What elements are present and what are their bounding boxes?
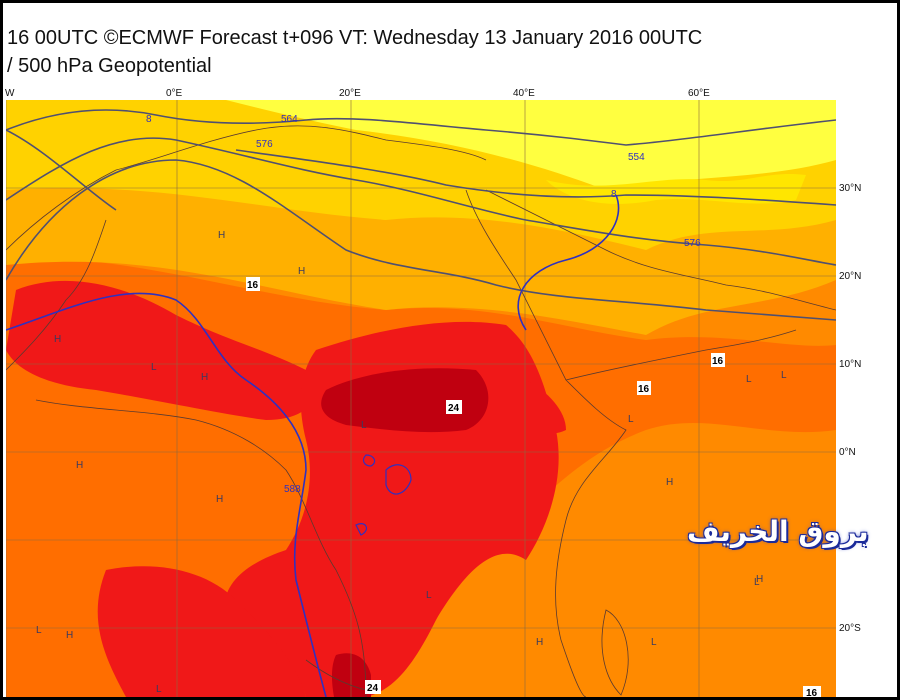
temp-label-bg-6 <box>803 686 821 697</box>
lon-label-60e: 60°E <box>688 88 710 99</box>
temp-label-16a: 16 <box>247 280 259 291</box>
lat-label-20n: 20°N <box>839 271 862 282</box>
forecast-map: 8 564 576 554 8 576 588 16 16 16 24 24 <box>6 100 836 697</box>
lat-label-10n: 10°N <box>839 359 862 370</box>
low-marker: L <box>628 414 634 425</box>
contour-label-554: 554 <box>628 152 645 163</box>
screen-frame: 16 00UTC ©ECMWF Forecast t+096 VT: Wedne… <box>3 3 897 697</box>
temp-label-bg-3 <box>637 381 651 395</box>
contour-label-8b: 8 <box>611 189 617 200</box>
chart-title-line2: / 500 hPa Geopotential <box>7 55 212 77</box>
low-marker: L <box>754 577 760 588</box>
lon-label-40e: 40°E <box>513 88 535 99</box>
shade-red-west <box>6 280 314 420</box>
contour-label-576a: 576 <box>256 139 273 150</box>
low-marker: L <box>156 684 162 695</box>
temp-label-24b: 24 <box>367 683 379 694</box>
high-marker: H <box>54 334 61 345</box>
graticule <box>6 100 836 697</box>
high-marker: H <box>298 266 305 277</box>
temp-label-16d: 16 <box>806 688 818 697</box>
low-marker: L <box>36 625 42 636</box>
forecast-map-svg: 8 564 576 554 8 576 588 16 16 16 24 24 <box>6 100 836 697</box>
high-marker: H <box>666 477 673 488</box>
low-marker: L <box>361 420 367 431</box>
high-marker: H <box>756 574 763 585</box>
shade-dark-red-south <box>331 653 371 697</box>
lakes <box>355 454 412 536</box>
shade-pale-yellow <box>226 100 836 190</box>
geopotential-contours <box>6 109 836 321</box>
temp-label-bg-5 <box>365 680 381 694</box>
low-marker: L <box>651 637 657 648</box>
pressure-markers: H H H H H H H H H H L L L L L L L L L L <box>36 230 787 695</box>
shade-dark-red-core <box>321 368 489 433</box>
lat-label-30n: 30°N <box>839 183 862 194</box>
contour-label-8a: 8 <box>146 114 152 125</box>
contour-label-576b: 576 <box>684 238 701 249</box>
temp-label-16b: 16 <box>712 356 724 367</box>
temp-label-bg-2 <box>711 353 725 367</box>
contour-labels: 8 564 576 554 8 576 588 <box>146 114 701 495</box>
high-marker: H <box>218 230 225 241</box>
temp-label-bg-1 <box>246 277 260 291</box>
shade-red-south <box>97 566 306 697</box>
watermark-logo: بروق الخريف <box>687 515 869 548</box>
temperature-labels: 16 16 16 24 24 16 <box>246 277 821 697</box>
temp-label-24a: 24 <box>448 403 460 414</box>
chart-title-line1: 16 00UTC ©ECMWF Forecast t+096 VT: Wedne… <box>7 27 703 49</box>
high-marker: H <box>216 494 223 505</box>
geopotential-588-contour <box>6 194 620 697</box>
lat-label-20s: 20°S <box>839 623 861 634</box>
lon-label-0e: 0°E <box>166 88 183 99</box>
low-marker: L <box>781 370 787 381</box>
high-marker: H <box>76 460 83 471</box>
temp-label-16c: 16 <box>638 384 650 395</box>
lon-label-w: W <box>5 88 15 99</box>
contour-label-588: 588 <box>284 484 301 495</box>
low-marker: L <box>746 374 752 385</box>
shade-red-horn <box>521 380 566 434</box>
lon-label-20e: 20°E <box>339 88 361 99</box>
lat-label-0n: 0°N <box>839 447 856 458</box>
coastlines <box>6 125 836 697</box>
high-marker: H <box>66 630 73 641</box>
high-marker: H <box>536 637 543 648</box>
contour-label-564: 564 <box>281 114 298 125</box>
high-marker: H <box>201 372 208 383</box>
low-marker: L <box>151 362 157 373</box>
temp-label-bg-4 <box>446 400 462 414</box>
low-marker: L <box>426 590 432 601</box>
